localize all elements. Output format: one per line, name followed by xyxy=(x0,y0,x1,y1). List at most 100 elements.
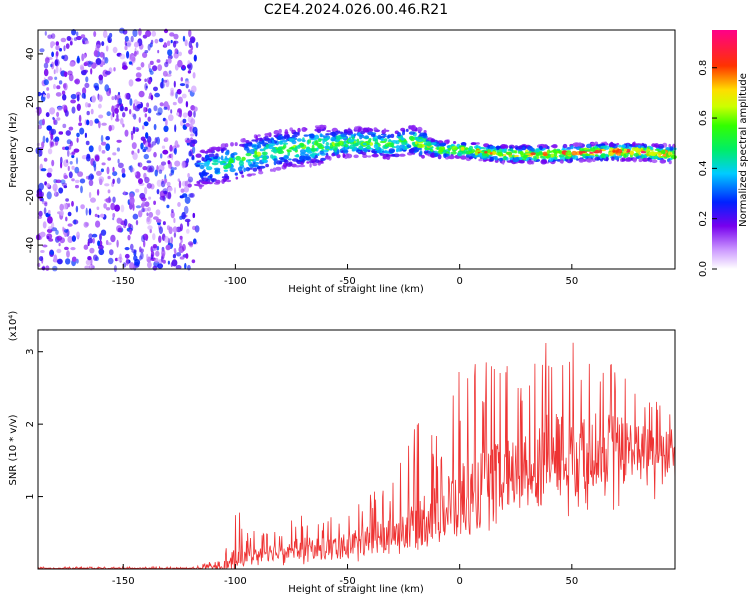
noise-blob xyxy=(179,83,186,87)
noise-blob xyxy=(84,265,91,270)
signal-blob xyxy=(301,127,307,132)
signal-blob xyxy=(554,156,558,160)
signal-blob xyxy=(400,137,405,141)
signal-blob xyxy=(498,157,503,162)
noise-blob xyxy=(148,196,152,200)
noise-blob xyxy=(124,35,129,42)
signal-blob xyxy=(298,164,306,168)
x-tick-label: -100 xyxy=(224,576,247,587)
signal-blob xyxy=(197,162,204,165)
noise-blob xyxy=(143,121,149,127)
noise-blob xyxy=(61,104,68,110)
signal-blob xyxy=(230,153,235,158)
noise-blob xyxy=(59,203,64,211)
noise-blob xyxy=(173,232,177,238)
signal-blob xyxy=(257,166,261,169)
signal-blob xyxy=(241,156,246,161)
noise-blob xyxy=(56,85,61,90)
signal-blob xyxy=(282,142,289,145)
noise-blob xyxy=(82,87,87,95)
noise-blob xyxy=(183,205,189,214)
noise-blob xyxy=(169,32,175,37)
signal-blob xyxy=(502,160,505,165)
noise-blob xyxy=(175,265,182,270)
noise-blob xyxy=(65,130,72,136)
noise-blob xyxy=(49,250,54,256)
noise-blob xyxy=(65,43,70,49)
noise-blob xyxy=(105,45,109,52)
signal-blob xyxy=(397,132,401,137)
colorbar-gradient xyxy=(712,30,737,269)
noise-blob xyxy=(156,112,162,116)
signal-blob xyxy=(623,148,628,152)
signal-blob xyxy=(518,145,523,150)
signal-blob xyxy=(417,143,423,149)
noise-blob xyxy=(90,258,93,266)
noise-blob xyxy=(169,173,173,177)
noise-blob xyxy=(149,228,152,234)
noise-blob xyxy=(179,223,183,232)
signal-blob xyxy=(367,131,374,136)
noise-blob xyxy=(91,233,98,238)
signal-blob xyxy=(324,137,330,140)
signal-blob xyxy=(257,144,262,149)
noise-blob xyxy=(177,178,180,182)
noise-blob xyxy=(94,155,100,162)
signal-blob xyxy=(380,133,387,136)
noise-blob xyxy=(195,41,199,49)
noise-blob xyxy=(184,218,191,223)
snr-y-label: SNR (10 * v/v) xyxy=(8,414,19,485)
signal-blob xyxy=(388,148,395,154)
noise-blob xyxy=(71,29,77,36)
signal-blob xyxy=(654,155,658,159)
noise-blob xyxy=(76,35,82,41)
signal-blob xyxy=(264,138,271,141)
noise-blob xyxy=(107,157,112,161)
noise-blob xyxy=(181,243,186,252)
noise-blob xyxy=(190,133,195,137)
signal-blob xyxy=(292,158,299,162)
noise-blob xyxy=(176,88,182,95)
noise-blob xyxy=(54,58,60,67)
noise-blob xyxy=(111,105,115,113)
noise-blob xyxy=(76,137,79,143)
signal-blob xyxy=(460,155,467,160)
signal-blob xyxy=(368,128,374,132)
noise-blob xyxy=(98,144,102,152)
noise-blob xyxy=(185,139,191,143)
signal-blob xyxy=(457,151,463,157)
noise-blob xyxy=(79,127,85,135)
signal-blob xyxy=(255,157,260,161)
noise-blob xyxy=(119,253,122,260)
noise-blob xyxy=(146,160,152,164)
signal-blob xyxy=(495,145,501,149)
noise-blob xyxy=(184,196,191,204)
signal-blob xyxy=(349,144,356,150)
signal-blob xyxy=(334,142,340,147)
noise-blob xyxy=(53,83,56,90)
signal-blob xyxy=(344,146,348,150)
noise-blob xyxy=(55,179,62,184)
signal-blob xyxy=(424,147,431,151)
noise-blob xyxy=(181,160,186,169)
signal-blob xyxy=(371,154,379,157)
signal-blob xyxy=(223,169,229,172)
noise-blob xyxy=(188,40,192,49)
signal-blob xyxy=(283,144,287,149)
signal-blob xyxy=(390,133,395,138)
signal-blob xyxy=(235,176,239,180)
signal-blob xyxy=(642,143,648,149)
signal-blob xyxy=(310,147,318,152)
noise-blob xyxy=(136,66,142,71)
signal-blob xyxy=(370,134,376,137)
noise-blob xyxy=(56,235,63,241)
noise-blob xyxy=(131,142,137,150)
noise-blob xyxy=(174,167,177,170)
noise-blob xyxy=(88,191,92,199)
signal-blob xyxy=(305,148,312,153)
signal-blob xyxy=(377,134,382,140)
signal-blob xyxy=(356,149,359,153)
x-tick-label: 0 xyxy=(456,276,462,287)
noise-blob xyxy=(146,253,149,260)
noise-blob xyxy=(171,209,174,213)
